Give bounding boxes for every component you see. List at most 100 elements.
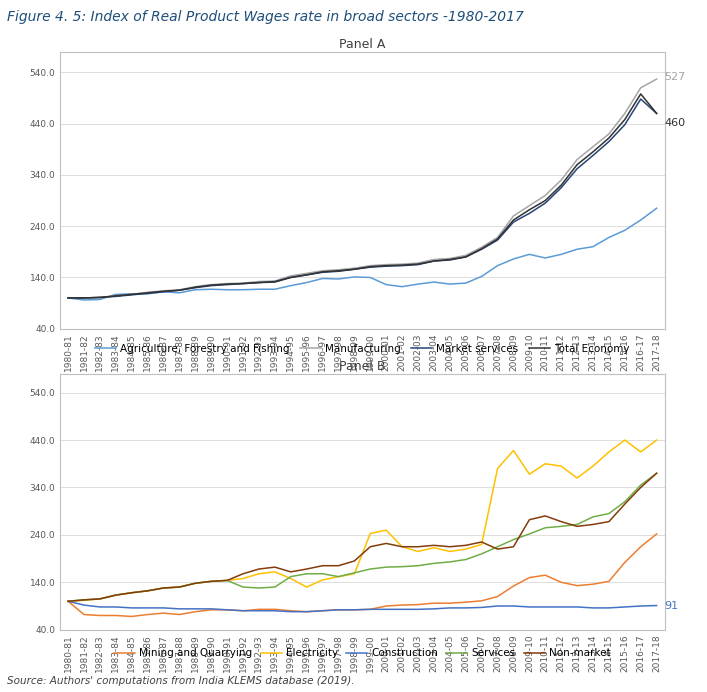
Non-market: [589, 520, 597, 529]
Market services: [318, 268, 327, 277]
Market services: [509, 218, 518, 226]
Services: [223, 576, 231, 585]
Agriculture, Forestry and Fishing: [303, 278, 311, 286]
Non-market: [445, 543, 454, 551]
Construction: [127, 603, 136, 612]
Services: [175, 583, 184, 591]
Line: Electricity: Electricity: [68, 440, 657, 601]
Title: Panel A: Panel A: [339, 38, 385, 51]
Non-market: [557, 518, 566, 526]
Construction: [621, 603, 629, 611]
Electricity: [159, 584, 168, 592]
Line: Non-market: Non-market: [68, 473, 657, 601]
Electricity: [589, 462, 597, 471]
Services: [303, 570, 311, 578]
Market services: [127, 291, 136, 299]
Construction: [604, 603, 613, 612]
Services: [525, 530, 534, 538]
Manufacturing: [604, 130, 613, 138]
Non-market: [144, 587, 152, 595]
Construction: [255, 607, 263, 615]
Agriculture, Forestry and Fishing: [414, 280, 422, 289]
Non-market: [509, 543, 518, 551]
Text: 91: 91: [665, 601, 679, 610]
Market services: [286, 273, 295, 282]
Electricity: [398, 543, 407, 551]
Services: [573, 520, 581, 529]
Manufacturing: [430, 255, 438, 264]
Market services: [239, 280, 247, 288]
Market services: [175, 286, 184, 294]
Non-market: [414, 543, 422, 551]
Market services: [382, 262, 390, 271]
Total Economy: [64, 294, 72, 302]
Construction: [382, 606, 390, 614]
Services: [589, 513, 597, 521]
Total Economy: [493, 235, 502, 243]
Non-market: [366, 543, 375, 551]
Agriculture, Forestry and Fishing: [144, 290, 152, 298]
Construction: [95, 603, 104, 611]
Mining and Quarrying: [509, 582, 518, 590]
Manufacturing: [303, 269, 311, 277]
Total Economy: [621, 116, 629, 124]
Electricity: [621, 436, 629, 444]
Text: 460: 460: [665, 118, 686, 127]
Market services: [366, 263, 375, 271]
Mining and Quarrying: [191, 608, 199, 616]
Construction: [191, 605, 199, 613]
Total Economy: [589, 147, 597, 156]
Services: [64, 597, 72, 606]
Market services: [541, 199, 549, 208]
Non-market: [271, 563, 279, 572]
Services: [191, 579, 199, 588]
Non-market: [127, 589, 136, 597]
Construction: [175, 605, 184, 613]
Mining and Quarrying: [286, 607, 295, 615]
Electricity: [382, 526, 390, 534]
Construction: [318, 607, 327, 615]
Manufacturing: [271, 277, 279, 285]
Total Economy: [80, 294, 88, 302]
Line: Market services: Market services: [68, 99, 657, 298]
Manufacturing: [286, 272, 295, 280]
Total Economy: [430, 257, 438, 265]
Electricity: [636, 448, 645, 456]
Manufacturing: [64, 294, 72, 302]
Manufacturing: [653, 75, 661, 83]
Mining and Quarrying: [207, 606, 216, 614]
Agriculture, Forestry and Fishing: [636, 216, 645, 224]
Electricity: [334, 572, 343, 581]
Total Economy: [95, 293, 104, 302]
Mining and Quarrying: [493, 592, 502, 601]
Market services: [334, 267, 343, 275]
Electricity: [80, 597, 88, 605]
Non-market: [191, 579, 199, 588]
Agriculture, Forestry and Fishing: [382, 280, 390, 289]
Text: Figure 4. 5: Index of Real Product Wages rate in broad sectors -1980-2017: Figure 4. 5: Index of Real Product Wages…: [7, 10, 524, 24]
Construction: [509, 602, 518, 610]
Mining and Quarrying: [621, 558, 629, 567]
Total Economy: [318, 268, 327, 276]
Total Economy: [653, 109, 661, 118]
Total Economy: [604, 134, 613, 142]
Services: [207, 577, 216, 585]
Total Economy: [144, 289, 152, 297]
Non-market: [430, 541, 438, 549]
Total Economy: [191, 283, 199, 291]
Electricity: [445, 547, 454, 556]
Services: [112, 591, 120, 599]
Mining and Quarrying: [430, 599, 438, 608]
Non-market: [621, 500, 629, 508]
Market services: [112, 292, 120, 300]
Services: [636, 481, 645, 489]
Services: [144, 587, 152, 595]
Agriculture, Forestry and Fishing: [445, 280, 454, 289]
Mining and Quarrying: [350, 606, 358, 614]
Electricity: [493, 464, 502, 473]
Title: Panel B: Panel B: [339, 360, 385, 372]
Mining and Quarrying: [477, 597, 486, 605]
Market services: [477, 245, 486, 253]
Construction: [112, 603, 120, 611]
Mining and Quarrying: [525, 574, 534, 582]
